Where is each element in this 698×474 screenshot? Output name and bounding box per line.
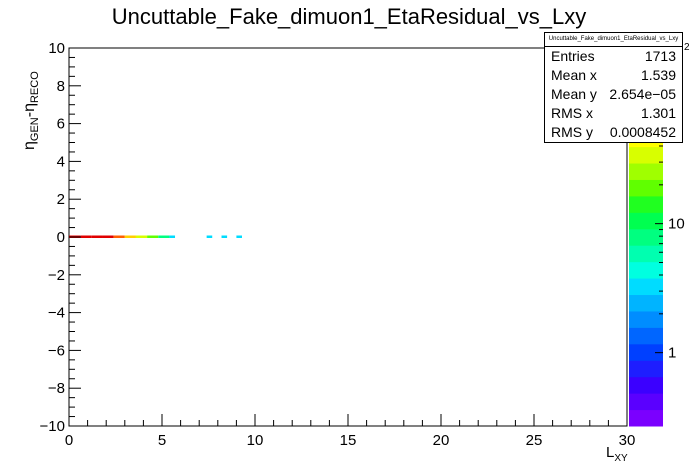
palette-segment: [629, 294, 663, 312]
heatmap-cell: [135, 235, 148, 238]
heatmap-cell: [113, 235, 125, 238]
z-tick-label: 1: [668, 345, 676, 362]
stats-value: 0.0008452: [609, 124, 676, 140]
stats-row-rms-y: RMS y 0.0008452: [545, 123, 682, 142]
stats-key: RMS x: [551, 105, 593, 121]
heatmap-cell: [80, 235, 92, 238]
palette-segment: [629, 261, 663, 279]
palette-segment: [629, 212, 663, 230]
palette-segment: [629, 195, 663, 213]
palette-segment: [629, 393, 663, 411]
stats-value: 1713: [644, 48, 676, 64]
palette-segment: [629, 409, 663, 427]
stats-key: RMS y: [551, 124, 593, 140]
y-tick-label: −2: [48, 267, 65, 284]
stats-key: Mean x: [551, 67, 597, 83]
chart-title: Uncuttable_Fake_dimuon1_EtaResidual_vs_L…: [111, 4, 587, 29]
palette-segment: [629, 376, 663, 394]
palette-segment: [629, 146, 663, 164]
palette-segment: [629, 163, 663, 180]
heatmap-cell: [169, 235, 176, 238]
y-tick-label: 6: [57, 116, 65, 133]
y-axis-label: ηGEN-ηRECO: [21, 71, 41, 150]
heatmap-cell: [221, 235, 228, 238]
y-tick-label: −10: [40, 418, 65, 435]
stats-key: Mean y: [551, 86, 597, 102]
heatmap-cell: [91, 235, 103, 238]
z-tick-label: 10: [668, 216, 685, 233]
stats-row-entries: Entries 1713: [545, 47, 682, 66]
stats-box-title: Uncuttable_Fake_dimuon1_EtaResidual_vs_L…: [545, 33, 682, 47]
palette-segment: [629, 360, 663, 378]
stats-row-rms-x: RMS x 1.301: [545, 104, 682, 123]
heatmap-cell: [158, 235, 170, 238]
z-tick-label-partial: 2: [684, 42, 690, 53]
palette-segment: [629, 310, 663, 328]
x-tick-label: 0: [65, 432, 73, 449]
heatmap-cell: [236, 235, 242, 238]
x-axis-label: LXY: [606, 444, 628, 464]
heatmap-cell: [124, 235, 136, 238]
palette-segment: [629, 278, 663, 296]
stats-row-mean-y: Mean y 2.654e−05: [545, 85, 682, 104]
x-tick-label: 5: [158, 432, 166, 449]
palette-segment: [629, 343, 663, 361]
y-tick-label: 8: [57, 78, 65, 95]
y-tick-label: −8: [48, 380, 65, 397]
x-tick-label: 25: [526, 432, 543, 449]
heatmap-cell: [206, 235, 213, 238]
y-tick-label: 2: [57, 191, 65, 208]
palette-segment: [629, 179, 663, 197]
palette-segment: [629, 228, 663, 246]
heatmap-cell: [102, 235, 114, 238]
stats-box: Uncuttable_Fake_dimuon1_EtaResidual_vs_L…: [544, 32, 683, 143]
palette-segment: [629, 327, 663, 345]
x-tick-label: 15: [340, 432, 357, 449]
y-tick-label: 10: [48, 40, 65, 57]
palette-segment: [629, 245, 663, 263]
heatmap-cell: [147, 235, 159, 238]
y-tick-label: 0: [57, 229, 65, 246]
y-tick-label: 4: [57, 153, 65, 170]
stats-key: Entries: [551, 48, 595, 64]
stats-value: 1.539: [640, 67, 676, 83]
stats-value: 2.654e−05: [609, 86, 676, 102]
stats-value: 1.301: [640, 105, 676, 121]
x-tick-label: 10: [247, 432, 264, 449]
y-tick-label: −6: [48, 342, 65, 359]
y-tick-label: −4: [48, 305, 65, 322]
x-tick-label: 30: [619, 432, 636, 449]
x-tick-label: 20: [433, 432, 450, 449]
stats-row-mean-x: Mean x 1.539: [545, 66, 682, 85]
